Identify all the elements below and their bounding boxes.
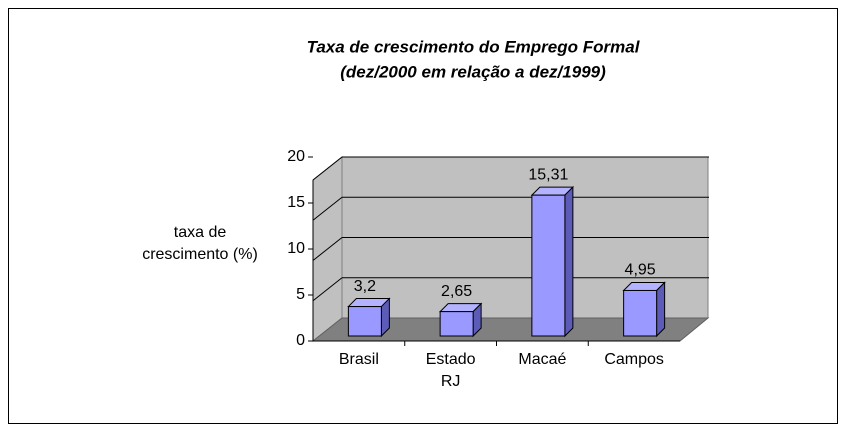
bar xyxy=(531,194,566,337)
x-tick-label-box: Macaé xyxy=(518,351,567,368)
bar xyxy=(347,306,382,337)
grid-line xyxy=(312,277,343,302)
x-tick-label: Brasil xyxy=(338,351,379,368)
chart-title: Taxa de crescimento do Emprego Formal xyxy=(307,37,641,56)
x-tick-label: Campos xyxy=(604,351,664,368)
y-axis-label-box: taxa de crescimento (%) xyxy=(142,224,258,263)
bar xyxy=(623,289,658,337)
data-label: 15,31 xyxy=(528,166,568,183)
data-label: 2,65 xyxy=(441,283,472,300)
y-tick-label: 0 xyxy=(296,332,305,349)
x-tick-label: Macaé xyxy=(518,351,567,368)
data-label: 3,2 xyxy=(354,278,376,295)
chart-subtitle: (dez/2000 em relação a dez/1999) xyxy=(340,62,606,81)
bar-side xyxy=(656,281,666,338)
y-axis-label: taxa de crescimento (%) xyxy=(142,224,258,263)
x-tick-label-box: Brasil xyxy=(338,351,379,368)
x-tick-label-box: Campos xyxy=(604,351,664,368)
data-label: 4,95 xyxy=(625,262,656,279)
y-tick-label: 10 xyxy=(287,240,305,257)
x-tick-label-box: Estado RJ xyxy=(425,351,476,390)
grid-line xyxy=(312,156,343,181)
x-tick-label: Estado RJ xyxy=(425,351,476,390)
bar xyxy=(439,311,474,337)
grid-line xyxy=(312,196,343,221)
y-tick-label: 20 xyxy=(287,148,305,165)
grid-line xyxy=(312,237,343,261)
y-tick-label: 15 xyxy=(287,194,305,211)
y-tick-label: 5 xyxy=(296,286,305,303)
bar-side xyxy=(564,185,574,338)
